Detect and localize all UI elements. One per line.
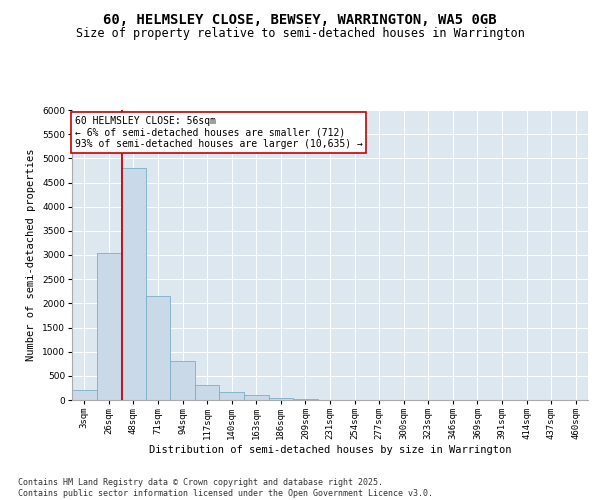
Text: Contains HM Land Registry data © Crown copyright and database right 2025.
Contai: Contains HM Land Registry data © Crown c… [18, 478, 433, 498]
Bar [121, 168, 146, 400]
Bar [269, 398, 293, 400]
X-axis label: Distribution of semi-detached houses by size in Warrington: Distribution of semi-detached houses by … [149, 445, 511, 455]
Bar [244, 395, 269, 400]
Y-axis label: Number of semi-detached properties: Number of semi-detached properties [26, 149, 37, 361]
Text: 60 HELMSLEY CLOSE: 56sqm
← 6% of semi-detached houses are smaller (712)
93% of s: 60 HELMSLEY CLOSE: 56sqm ← 6% of semi-de… [74, 116, 362, 149]
Bar [220, 392, 244, 400]
Bar [97, 252, 121, 400]
Text: Size of property relative to semi-detached houses in Warrington: Size of property relative to semi-detach… [76, 28, 524, 40]
Bar [195, 385, 220, 400]
Bar [170, 362, 195, 400]
Bar [146, 296, 170, 400]
Text: 60, HELMSLEY CLOSE, BEWSEY, WARRINGTON, WA5 0GB: 60, HELMSLEY CLOSE, BEWSEY, WARRINGTON, … [103, 12, 497, 26]
Bar [72, 390, 97, 400]
